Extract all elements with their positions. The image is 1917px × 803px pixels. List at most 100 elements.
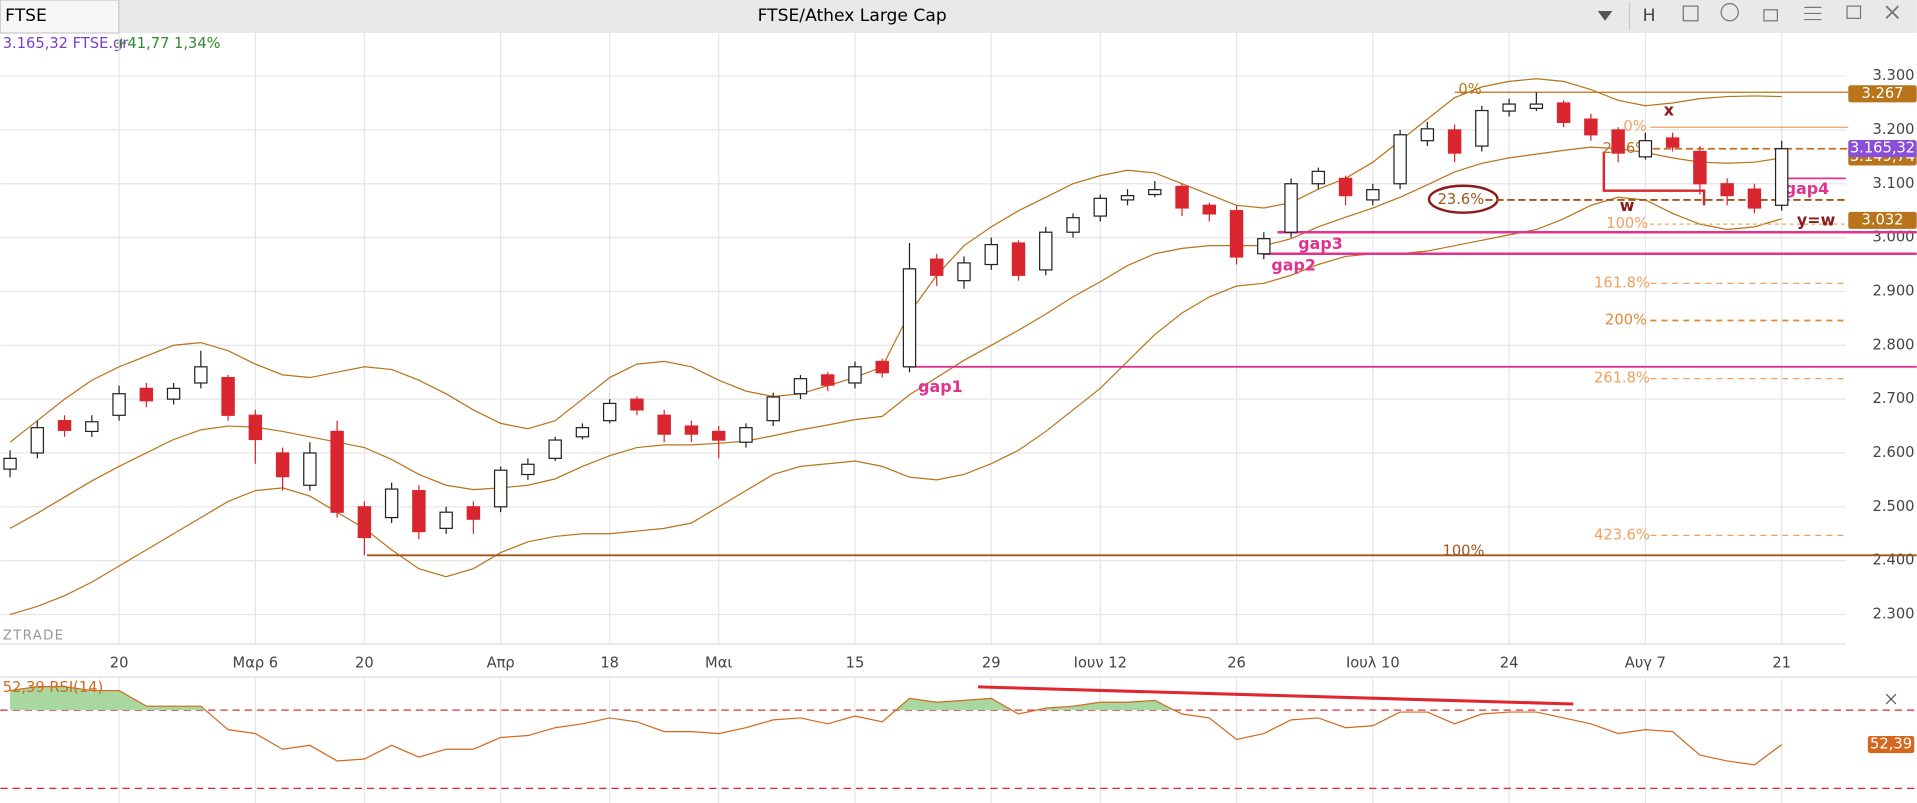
candle-body [1229,210,1244,258]
y-tick-label: 2.900 [1873,282,1915,299]
candle-body [248,414,263,441]
candle-body [1475,109,1489,147]
y-tick-label: 3.300 [1873,67,1915,84]
bollinger-band [9,78,1782,443]
x-tick-label: Ιουλ 10 [1346,655,1400,672]
level-label: 161.8% [1594,274,1650,291]
symbol-tab[interactable] [0,0,120,34]
bracket-drawing [1602,151,1706,206]
plot-area [0,33,1846,803]
symbol-tab-text: FTSE [5,6,47,26]
chart-title: FTSE/Athex Large Cap [758,6,947,26]
y-tick-label: 2.700 [1873,390,1915,407]
candle-body [1066,217,1080,233]
watermark: ZTRADE [3,629,65,644]
level-label: 0% [1458,81,1481,98]
candle-body [384,488,399,519]
candle-body [303,452,317,486]
y-tick-label: 2.500 [1873,498,1915,515]
price-tag [1848,85,1917,103]
dropdown-icon[interactable] [1597,11,1613,21]
price-tag [1848,140,1917,158]
quote: 3.165,32 FTSE.gr [3,35,130,52]
level-label: gap2 [1271,255,1315,274]
candle-body [821,374,835,386]
candle-body [57,420,72,431]
x-tick-label: Μαρ 6 [233,655,279,672]
level-label: 23.6% [1438,191,1485,208]
level-label: 261.8% [1594,370,1650,387]
x-tick-label: 15 [846,655,865,672]
x-tick-label: Ιουν 12 [1074,655,1127,672]
level-label: 423.6% [1594,526,1650,543]
rsi-line [9,686,1783,766]
layout-icon[interactable] [1682,5,1699,22]
level-label: gap1 [918,377,963,396]
level-label: 0% [1623,118,1646,135]
candle-body [1257,238,1271,255]
candle-body [575,427,590,438]
rsi-label: 52,39 RSI(14) [3,679,104,696]
change: +41,77 1,34% [115,35,221,52]
candle-body [221,376,235,416]
candle-body [166,387,181,400]
candle-body [85,421,99,433]
candle-body [1338,177,1353,197]
price-tag-label: 3.032 [1862,211,1904,228]
annotation: x [1664,101,1674,120]
annotation: y=w [1797,211,1836,230]
candle-body [1665,137,1680,148]
bollinger-band [9,146,1782,529]
x-tick-label: Μαι [705,655,732,672]
candle-body [1366,189,1380,201]
rsi-close-icon[interactable] [1885,693,1897,705]
level-label: 100% [1443,543,1485,560]
level-label: gap4 [1785,179,1830,198]
candle-body [139,387,154,402]
candle-body [30,427,45,454]
close-icon[interactable] [1885,5,1900,19]
candle-body [1393,134,1407,185]
rsi-tag-label: 52,39 [1870,736,1912,753]
comment-icon[interactable] [1720,3,1739,22]
candle-body [493,469,508,508]
candle-body [412,490,426,533]
candle-body [657,414,671,435]
candle-body [1175,185,1189,209]
lock-icon[interactable] [1763,9,1779,22]
candle-body [930,258,944,276]
candle-body [112,393,126,416]
y-tick-label: 2.800 [1873,336,1915,353]
candle-body [957,262,971,282]
candle-body [848,366,862,384]
candle-body [1774,148,1789,206]
candle-body [1284,183,1298,233]
candle-body [1447,129,1462,154]
candle-body [1011,242,1026,276]
candle-body [1148,189,1162,196]
y-tick-label: 2.400 [1873,552,1915,569]
menu-icon[interactable] [1804,6,1822,21]
rsi-divergence-line [978,685,1574,706]
x-tick-label: Απρ [487,655,515,672]
x-tick-label: Αυγ 7 [1625,655,1666,672]
candle-body [330,430,344,513]
candle-body [630,398,644,411]
candle-body [357,506,372,539]
x-tick-label: 24 [1500,655,1519,672]
x-tick-label: 20 [355,655,374,672]
y-tick-label: 3.100 [1873,175,1915,192]
mode-button[interactable]: H [1643,6,1656,26]
candle-body [439,511,453,529]
price-tag [1848,211,1917,229]
restore-icon[interactable] [1846,5,1862,19]
candle-body [275,452,290,478]
candle-body [1638,140,1653,158]
x-tick-label: 26 [1227,655,1246,672]
candle-body [684,425,699,435]
candle-body [984,243,998,266]
candle-body [902,268,917,368]
level-label: 100% [1606,215,1648,232]
y-tick-label: 2.600 [1873,444,1915,461]
